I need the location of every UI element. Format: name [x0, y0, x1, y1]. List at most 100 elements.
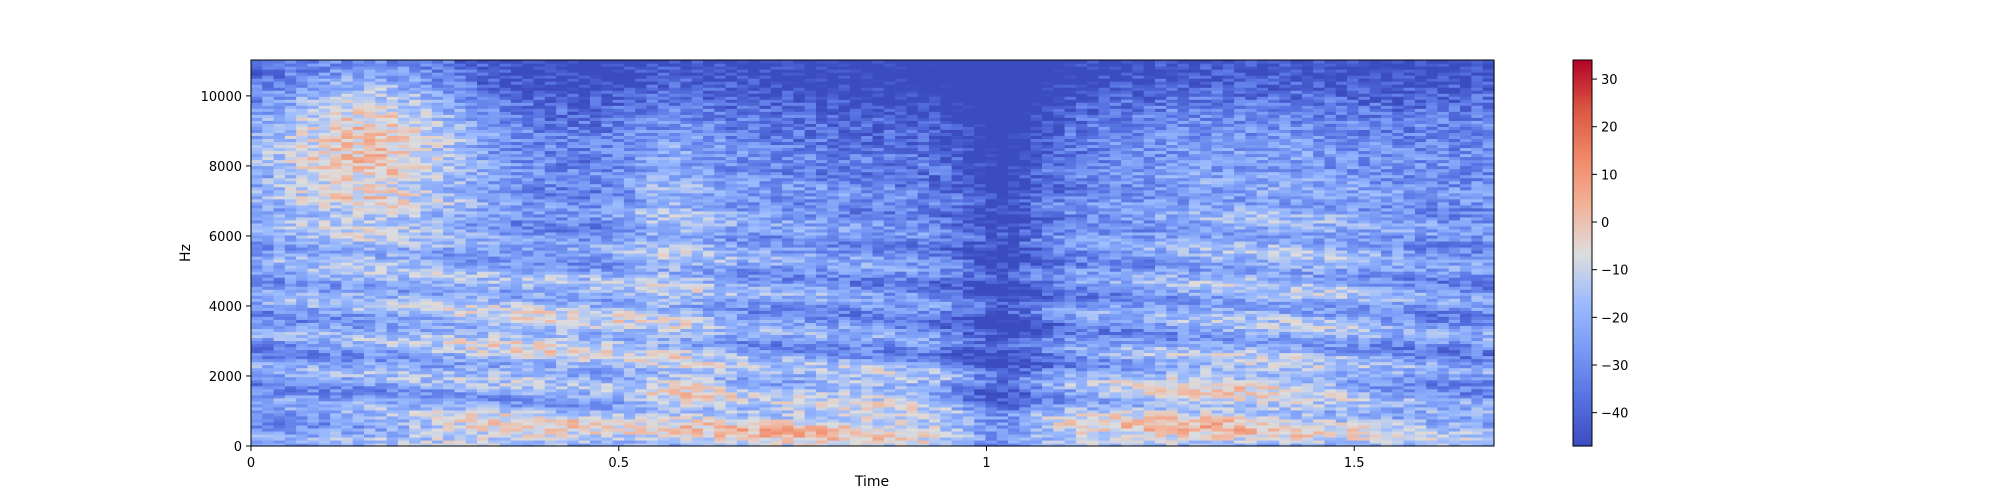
heatmap-cell	[273, 171, 286, 176]
heatmap-cell	[454, 256, 467, 260]
heatmap-cell	[454, 277, 467, 281]
heatmap-cell	[386, 93, 399, 97]
heatmap-cell	[397, 385, 410, 390]
heatmap-cell	[443, 310, 455, 314]
heatmap-cell	[341, 246, 354, 251]
heatmap-cell	[262, 436, 275, 441]
heatmap-cell	[352, 243, 365, 248]
heatmap-cell	[477, 222, 489, 227]
heatmap-cell	[431, 63, 444, 67]
heatmap-cell	[251, 265, 263, 269]
heatmap-cell	[499, 222, 512, 227]
heatmap-cell	[477, 322, 489, 326]
heatmap-cell	[510, 427, 523, 432]
heatmap-cell	[307, 180, 320, 185]
heatmap-cell	[251, 201, 263, 206]
heatmap-cell	[510, 322, 523, 326]
heatmap-cell	[284, 286, 297, 290]
heatmap-cell	[443, 204, 455, 209]
heatmap-cell	[454, 259, 467, 263]
heatmap-cell	[409, 138, 422, 143]
heatmap-cell	[284, 153, 297, 158]
heatmap-cell	[273, 400, 286, 405]
heatmap-cell	[397, 219, 410, 224]
heatmap-cell	[375, 424, 388, 429]
heatmap-cell	[477, 111, 489, 115]
heatmap-cell	[262, 310, 275, 314]
heatmap-cell	[251, 358, 263, 363]
heatmap-cell	[397, 66, 410, 70]
heatmap-cell	[522, 292, 535, 296]
heatmap-cell	[352, 141, 365, 146]
heatmap-cell	[510, 201, 523, 206]
heatmap-cell	[510, 207, 523, 212]
heatmap-cell	[443, 147, 455, 152]
heatmap-cell	[364, 268, 376, 272]
heatmap-cell	[409, 424, 422, 429]
heatmap-cell	[510, 249, 523, 254]
heatmap-cell	[477, 120, 489, 124]
heatmap-cell	[443, 198, 455, 203]
heatmap-cell	[465, 72, 478, 76]
heatmap-cell	[251, 349, 263, 354]
heatmap-cell	[397, 292, 410, 296]
heatmap-cell	[284, 283, 297, 287]
heatmap-cell	[510, 277, 523, 281]
heatmap-cell	[284, 430, 297, 435]
heatmap-cell	[318, 243, 331, 248]
heatmap-cell	[477, 418, 489, 423]
heatmap-cell	[397, 394, 410, 399]
heatmap-cell	[341, 126, 354, 130]
heatmap-cell	[522, 403, 535, 408]
heatmap-cell	[352, 204, 365, 209]
heatmap-cell	[431, 334, 444, 339]
heatmap-cell	[307, 424, 320, 429]
heatmap-cell	[330, 135, 342, 140]
heatmap-cell	[499, 283, 512, 287]
heatmap-cell	[318, 81, 331, 85]
heatmap-cell	[330, 153, 342, 158]
heatmap-cell	[454, 274, 467, 278]
heatmap-cell	[296, 292, 309, 296]
heatmap-cell	[318, 301, 331, 305]
heatmap-cell	[443, 382, 455, 387]
heatmap-cell	[284, 388, 297, 393]
heatmap-cell	[397, 225, 410, 230]
heatmap-cell	[375, 225, 388, 230]
heatmap-cell	[318, 418, 331, 423]
heatmap-cell	[454, 186, 467, 191]
heatmap-cell	[296, 186, 309, 191]
heatmap-cell	[499, 262, 512, 266]
heatmap-cell	[499, 394, 512, 399]
heatmap-cell	[330, 99, 342, 103]
heatmap-cell	[431, 412, 444, 417]
heatmap-cell	[510, 286, 523, 290]
heatmap-cell	[409, 84, 422, 88]
heatmap-cell	[443, 228, 455, 233]
heatmap-cell	[273, 81, 286, 85]
heatmap-cell	[431, 376, 444, 381]
heatmap-cell	[386, 102, 399, 106]
heatmap-cell	[465, 180, 478, 185]
heatmap-cell	[510, 216, 523, 221]
heatmap-cell	[431, 361, 444, 366]
heatmap-cell	[330, 307, 342, 311]
heatmap-cell	[443, 243, 455, 248]
heatmap-cell	[431, 141, 444, 146]
heatmap-cell	[443, 207, 455, 212]
heatmap-cell	[522, 177, 535, 182]
heatmap-cell	[318, 256, 331, 260]
heatmap-cell	[431, 259, 444, 263]
heatmap-cell	[251, 403, 263, 408]
heatmap-cell	[397, 174, 410, 179]
heatmap-cell	[375, 310, 388, 314]
heatmap-cell	[364, 337, 376, 342]
heatmap-cell	[352, 259, 365, 263]
heatmap-cell	[307, 63, 320, 67]
heatmap-cell	[251, 159, 263, 164]
heatmap-cell	[273, 430, 286, 435]
heatmap-cell	[431, 243, 444, 248]
heatmap-cell	[352, 370, 365, 375]
heatmap-cell	[296, 126, 309, 130]
heatmap-cell	[454, 228, 467, 233]
